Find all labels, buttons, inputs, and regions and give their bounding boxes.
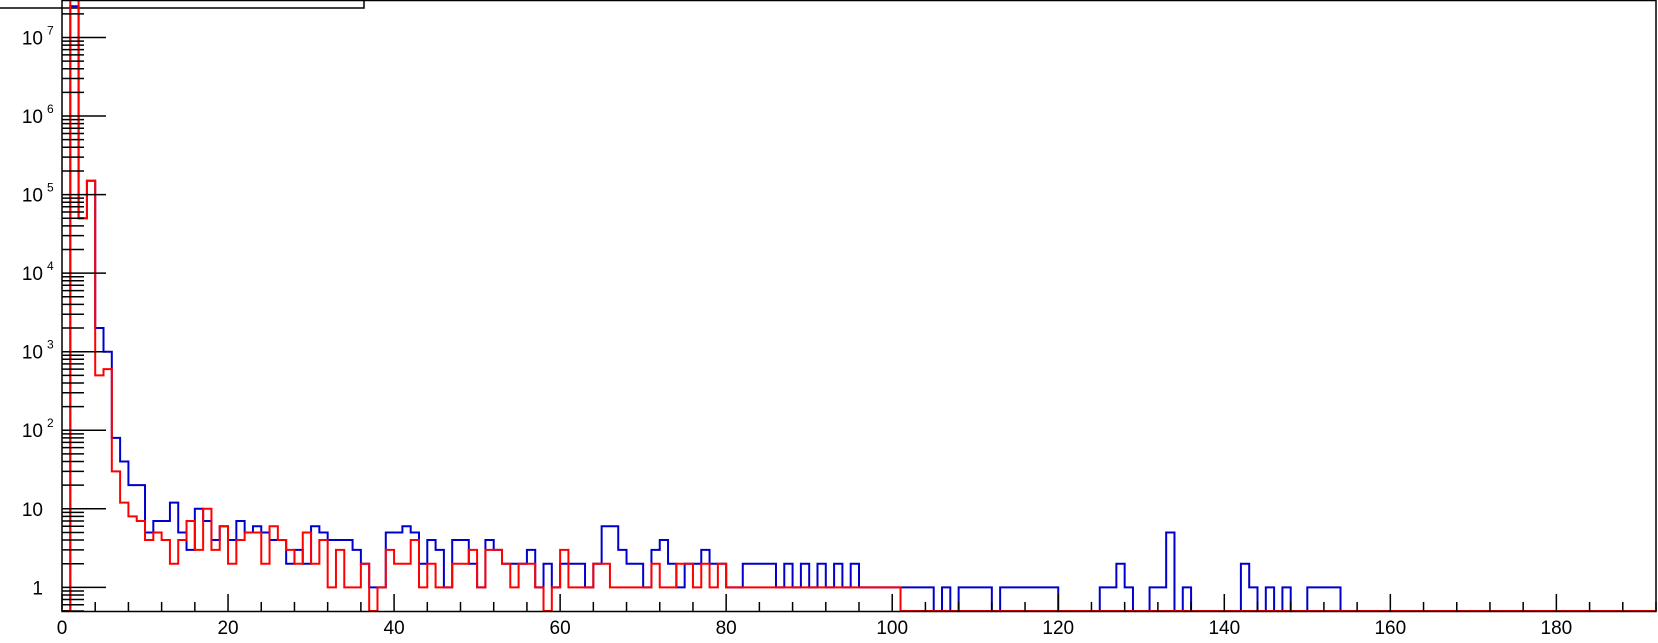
y-tick-label: 10	[22, 107, 43, 128]
y-tick-label: 10	[22, 186, 43, 207]
y-tick-exponent: 2	[47, 416, 54, 430]
x-tick-label: 180	[1541, 618, 1573, 639]
x-tick-label: 80	[716, 618, 737, 639]
series-1-line	[62, 0, 1656, 612]
y-tick-exponent: 3	[47, 338, 54, 352]
y-tick-label: 1	[32, 578, 43, 599]
y-tick-exponent: 4	[47, 259, 54, 273]
histogram-layer	[62, 0, 1656, 612]
y-tick-label: 10	[22, 343, 43, 364]
y-tick-label: 10	[22, 28, 43, 49]
plot-frame	[61, 0, 1657, 613]
y-tick-label: 10	[22, 421, 43, 442]
y-axis: 1 10 10 2 10 3 10 4 10 5 10 6 10 7	[22, 0, 106, 612]
series-0-line	[62, 5, 1656, 612]
y-tick-label: 10	[22, 500, 43, 521]
x-tick-label: 60	[550, 618, 571, 639]
x-tick-label: 140	[1208, 618, 1240, 639]
x-tick-label: 20	[217, 618, 238, 639]
y-tick-exponent: 5	[47, 181, 54, 195]
x-tick-label: 40	[384, 618, 405, 639]
x-tick-label: 0	[57, 618, 68, 639]
y-tick-label: 10	[22, 264, 43, 285]
legend-box	[0, 0, 365, 9]
x-tick-label: 160	[1374, 618, 1406, 639]
x-tick-label: 100	[876, 618, 908, 639]
x-tick-label: 120	[1042, 618, 1074, 639]
x-axis: 0 20 40 60 80 100 120 140 160 180	[57, 594, 1657, 639]
y-tick-exponent: 6	[47, 102, 54, 116]
y-tick-exponent: 7	[47, 23, 54, 37]
